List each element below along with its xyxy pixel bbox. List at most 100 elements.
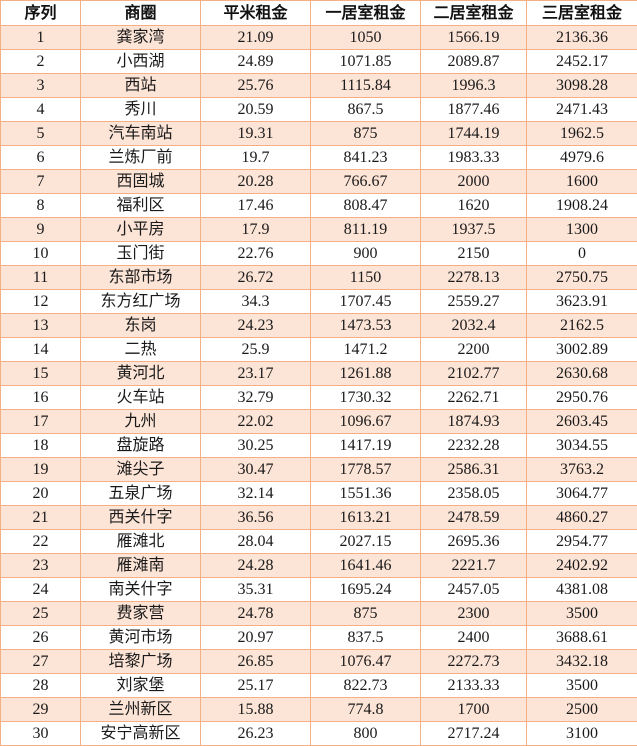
table-cell: 2102.77: [420, 361, 527, 386]
table-row: 28 刘家堡 25.17 822.73 2133.33 3500: [0, 673, 637, 698]
table-cell: 9: [0, 217, 81, 242]
table-cell: 1600: [526, 169, 637, 194]
table-cell: 3002.89: [526, 337, 637, 362]
table-cell: 雁滩北: [80, 529, 201, 554]
header-cell: 商圈: [80, 0, 201, 26]
table-cell: 1700: [420, 697, 527, 722]
table-cell: 1071.85: [310, 49, 421, 74]
table-cell: 2452.17: [526, 49, 637, 74]
table-cell: 1874.93: [420, 409, 527, 434]
table-cell: 2300: [420, 601, 527, 626]
table-cell: 3500: [526, 673, 637, 698]
table-cell: 兰州新区: [80, 697, 201, 722]
table-cell: 2162.5: [526, 313, 637, 338]
table-cell: 17.46: [200, 193, 311, 218]
table-cell: 2630.68: [526, 361, 637, 386]
table-cell: 龚家湾: [80, 25, 201, 50]
table-cell: 3500: [526, 601, 637, 626]
table-cell: 4860.27: [526, 505, 637, 530]
table-cell: 安宁高新区: [80, 721, 201, 746]
table-cell: 2695.36: [420, 529, 527, 554]
table-row: 13 东岗 24.23 1473.53 2032.4 2162.5: [0, 313, 637, 338]
table-cell: 18: [0, 433, 81, 458]
table-cell: 35.31: [200, 577, 311, 602]
table-cell: 30.25: [200, 433, 311, 458]
table-row: 1 龚家湾 21.09 1050 1566.19 2136.36: [0, 25, 637, 50]
table-cell: 1261.88: [310, 361, 421, 386]
table-cell: 32.79: [200, 385, 311, 410]
table-cell: 2500: [526, 697, 637, 722]
table-cell: 20: [0, 481, 81, 506]
table-cell: 774.8: [310, 697, 421, 722]
table-cell: 30: [0, 721, 81, 746]
table-cell: 24.78: [200, 601, 311, 626]
table-cell: 2221.7: [420, 553, 527, 578]
table-cell: 3432.18: [526, 649, 637, 674]
table-cell: 2150: [420, 241, 527, 266]
table-cell: 16: [0, 385, 81, 410]
table-row: 11 东部市场 26.72 1150 2278.13 2750.75: [0, 265, 637, 290]
table-cell: 1471.2: [310, 337, 421, 362]
table-cell: 1744.19: [420, 121, 527, 146]
table-cell: 20.28: [200, 169, 311, 194]
table-cell: 西站: [80, 73, 201, 98]
table-cell: 2603.45: [526, 409, 637, 434]
table-cell: 23: [0, 553, 81, 578]
table-cell: 1115.84: [310, 73, 421, 98]
table-cell: 五泉广场: [80, 481, 201, 506]
table-cell: 15.88: [200, 697, 311, 722]
table-row: 12 东方红广场 34.3 1707.45 2559.27 3623.91: [0, 289, 637, 314]
table-cell: 1050: [310, 25, 421, 50]
table-cell: 滩尖子: [80, 457, 201, 482]
table-cell: 2200: [420, 337, 527, 362]
table-cell: 刘家堡: [80, 673, 201, 698]
table-cell: 2136.36: [526, 25, 637, 50]
table-cell: 3100: [526, 721, 637, 746]
table-cell: 黄河市场: [80, 625, 201, 650]
table-cell: 1566.19: [420, 25, 527, 50]
table-cell: 二热: [80, 337, 201, 362]
table-cell: 29: [0, 697, 81, 722]
header-cell: 一居室租金: [310, 0, 421, 26]
table-cell: 25.17: [200, 673, 311, 698]
table-row: 24 南关什字 35.31 1695.24 2457.05 4381.08: [0, 577, 637, 602]
table-cell: 2089.87: [420, 49, 527, 74]
table-cell: 1613.21: [310, 505, 421, 530]
table-cell: 26.23: [200, 721, 311, 746]
table-cell: 2402.92: [526, 553, 637, 578]
table-cell: 1962.5: [526, 121, 637, 146]
table-cell: 841.23: [310, 145, 421, 170]
table-cell: 13: [0, 313, 81, 338]
table-cell: 2750.75: [526, 265, 637, 290]
table-row: 22 雁滩北 28.04 2027.15 2695.36 2954.77: [0, 529, 637, 554]
table-cell: 3064.77: [526, 481, 637, 506]
table-cell: 28: [0, 673, 81, 698]
table-cell: 11: [0, 265, 81, 290]
table-cell: 25.76: [200, 73, 311, 98]
table-cell: 25: [0, 601, 81, 626]
table-cell: 九州: [80, 409, 201, 434]
table-cell: 1877.46: [420, 97, 527, 122]
table-cell: 1983.33: [420, 145, 527, 170]
table-cell: 14: [0, 337, 81, 362]
table-row: 8 福利区 17.46 808.47 1620 1908.24: [0, 193, 637, 218]
table-cell: 玉门街: [80, 241, 201, 266]
table-cell: 875: [310, 121, 421, 146]
table-cell: 5: [0, 121, 81, 146]
table-cell: 2000: [420, 169, 527, 194]
table-cell: 822.73: [310, 673, 421, 698]
header-cell: 序列: [0, 0, 81, 26]
table-cell: 15: [0, 361, 81, 386]
table-cell: 20.59: [200, 97, 311, 122]
table-cell: 24.23: [200, 313, 311, 338]
table-row: 27 培黎广场 26.85 1076.47 2272.73 3432.18: [0, 649, 637, 674]
table-cell: 1150: [310, 265, 421, 290]
header-row: 序列 商圈 平米租金 一居室租金 二居室租金 三居室租金: [0, 0, 637, 26]
header-cell: 三居室租金: [526, 0, 637, 26]
table-cell: 21.09: [200, 25, 311, 50]
table-cell: 1620: [420, 193, 527, 218]
table-cell: 福利区: [80, 193, 201, 218]
table-cell: 1076.47: [310, 649, 421, 674]
